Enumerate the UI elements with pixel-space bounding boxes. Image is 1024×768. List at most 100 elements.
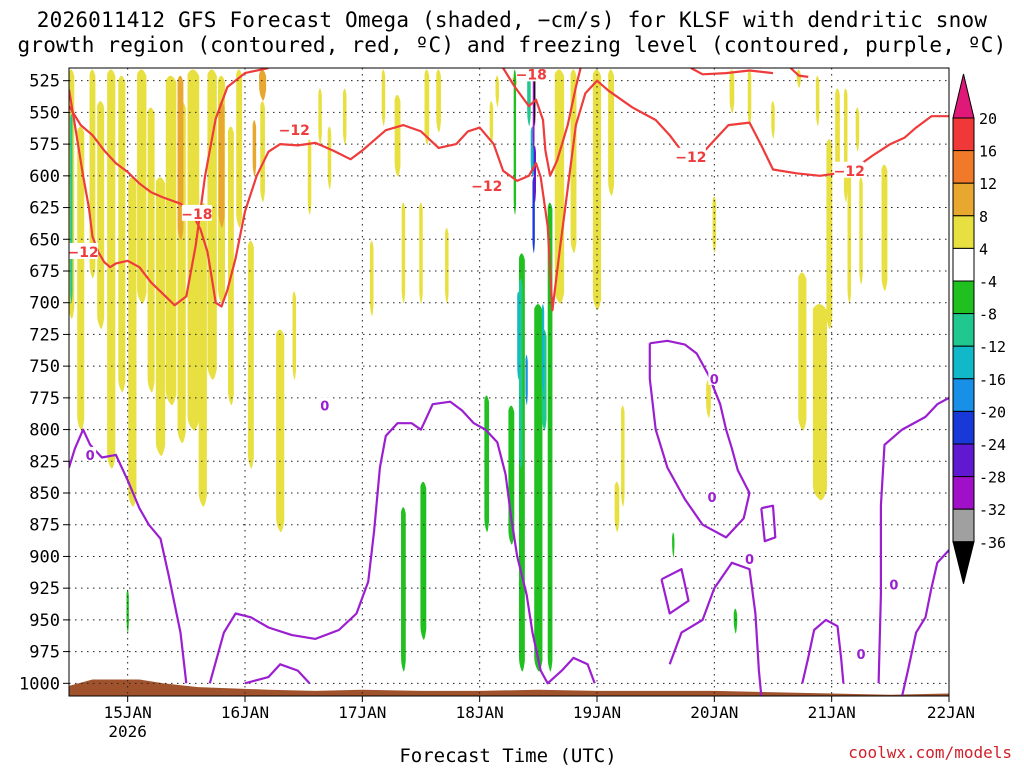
x-tick-year-label: 2026 xyxy=(108,722,147,741)
y-tick-label: 875 xyxy=(29,516,60,536)
omega-shaded-region xyxy=(592,69,602,310)
dgz-label-bg xyxy=(471,176,502,193)
y-tick-label: 650 xyxy=(29,230,60,250)
colorbar-label: -8 xyxy=(979,306,997,324)
omega-shaded-region xyxy=(218,101,225,228)
omega-shaded-region xyxy=(147,107,155,393)
omega-shaded-region xyxy=(533,145,536,203)
dgz-contour-line xyxy=(502,68,582,177)
dgz-contour-label: −18 xyxy=(181,207,212,223)
freezing-level-contour-line xyxy=(244,663,311,685)
y-tick-label: 750 xyxy=(29,357,60,377)
y-tick-label: 825 xyxy=(29,452,60,472)
dgz-contour-label: −12 xyxy=(471,179,502,195)
freezing-level-contour-line xyxy=(877,396,949,684)
omega-shaded-region xyxy=(855,107,860,152)
dgz-label-bg xyxy=(68,242,99,259)
y-tick-label: 850 xyxy=(29,484,60,504)
dgz-contour-label: −12 xyxy=(279,123,310,139)
colorbar-label: -20 xyxy=(979,403,1006,421)
omega-shaded-region xyxy=(826,139,833,329)
contour-labels: −12 −18 −12 −12 −18 −12 −12 0 0 0 0 0 0 0 xyxy=(67,65,900,663)
dgz-contour-label: −12 xyxy=(834,164,865,180)
omega-shading-layer xyxy=(69,69,888,672)
omega-shaded-region xyxy=(394,94,401,177)
omega-shaded-region xyxy=(798,272,807,431)
x-tick-label: 21JAN xyxy=(808,703,856,722)
x-tick-label: 18JAN xyxy=(456,703,504,722)
dgz-label-bg xyxy=(279,121,310,138)
colorbar-segment xyxy=(952,215,975,249)
omega-shaded-region xyxy=(495,75,500,107)
freezing-level-contour-line xyxy=(668,561,763,696)
omega-shaded-region xyxy=(77,126,85,431)
omega-shaded-region xyxy=(608,69,615,196)
x-tick-label: 22JAN xyxy=(927,703,975,722)
colorbar-label: 4 xyxy=(979,240,988,258)
omega-shaded-region xyxy=(812,304,827,501)
omega-shaded-region xyxy=(733,608,738,634)
colorbar-segment xyxy=(952,313,975,347)
omega-shaded-region xyxy=(327,126,332,190)
omega-shaded-region xyxy=(401,507,406,672)
omega-shaded-region xyxy=(227,126,234,406)
colorbar-segment xyxy=(952,378,975,412)
omega-shaded-region xyxy=(672,532,675,558)
x-tick-label: 16JAN xyxy=(221,703,269,722)
omega-shaded-region xyxy=(517,291,520,380)
freezing-contour-label: 0 xyxy=(86,449,95,464)
colorbar-segment xyxy=(952,410,975,445)
omega-shaded-region xyxy=(815,75,820,126)
freezing-level-contour-line xyxy=(901,549,949,696)
freezing-contour-label: 0 xyxy=(707,491,716,506)
dgz-contour-line xyxy=(69,79,949,312)
dgz-contours xyxy=(69,68,949,312)
colorbar-bottom-triangle xyxy=(952,541,975,584)
colorbar-label: -16 xyxy=(979,371,1006,389)
dgz-contour-line xyxy=(789,68,809,78)
omega-shaded-region xyxy=(534,69,536,126)
freezing-label-bg xyxy=(887,576,900,591)
y-tick-label: 900 xyxy=(29,547,60,567)
omega-shaded-region xyxy=(187,69,200,431)
omega-shaded-region xyxy=(292,291,297,380)
colorbar-segment xyxy=(952,280,975,315)
y-tick-label: 600 xyxy=(29,167,60,187)
colorbar-label: -36 xyxy=(979,534,1006,552)
omega-shaded-region xyxy=(236,69,243,228)
omega-shaded-region xyxy=(518,278,523,469)
plot-frame xyxy=(68,67,950,697)
omega-shaded-region xyxy=(541,304,545,393)
terrain-surface xyxy=(69,679,949,696)
omega-shaded-region xyxy=(276,329,285,532)
chart-title-line-1: 2026011412 GFS Forecast Omega (shaded, −… xyxy=(36,8,988,32)
omega-shaded-region xyxy=(247,240,254,469)
omega-shaded-region xyxy=(252,120,257,177)
dgz-contour-label: −18 xyxy=(516,67,547,83)
dgz-label-bg xyxy=(834,161,865,178)
y-tick-label: 1000 xyxy=(19,674,60,694)
omega-shaded-region xyxy=(126,589,129,634)
colorbar-segment xyxy=(952,150,975,184)
omega-shaded-region xyxy=(259,69,267,101)
freezing-level-contour-line xyxy=(801,618,845,684)
freezing-level-contour-line xyxy=(69,428,188,684)
omega-shaded-region xyxy=(97,101,105,329)
freezing-contour-label: 0 xyxy=(320,399,329,414)
dgz-contour-line xyxy=(69,68,269,307)
x-axis-title: Forecast Time (UTC) xyxy=(399,745,617,767)
colorbar-top-triangle xyxy=(952,73,975,119)
omega-shaded-region xyxy=(547,202,553,672)
colorbar-segment xyxy=(952,247,975,282)
y-tick-label: 950 xyxy=(29,611,60,631)
omega-shaded-region xyxy=(534,304,543,672)
terrain-layer xyxy=(69,679,949,696)
omega-shaded-region xyxy=(307,139,312,215)
omega-shaded-region xyxy=(729,69,735,114)
omega-shaded-region xyxy=(881,164,888,291)
y-tick-label: 550 xyxy=(29,103,60,123)
colorbar-segment xyxy=(952,476,975,510)
x-tick-label: 19JAN xyxy=(573,703,621,722)
omega-shaded-region xyxy=(107,69,116,469)
x-tick-label: 15JAN xyxy=(104,703,152,722)
